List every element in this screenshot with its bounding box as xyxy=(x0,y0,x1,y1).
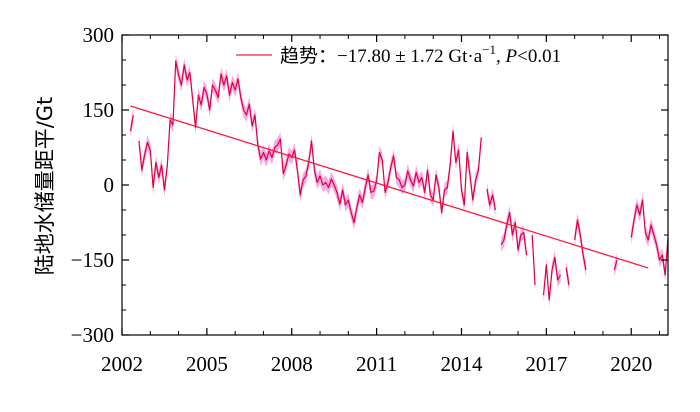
trend-line xyxy=(130,105,649,269)
series-line-segment xyxy=(574,219,587,271)
uncertainty-band-segment xyxy=(574,213,586,277)
legend: 趋势：−17.80 ± 1.72 Gt·a−1, P<0.01 xyxy=(236,42,561,67)
series-line-segment xyxy=(500,211,528,256)
series-line-segment xyxy=(129,114,134,132)
y-tick-label: −300 xyxy=(71,323,114,347)
series-line-segment xyxy=(542,256,562,301)
series-line-segment xyxy=(138,60,482,224)
x-tick-label: 2002 xyxy=(101,352,143,376)
y-tick-label: 300 xyxy=(83,23,115,47)
x-tick-label: 2005 xyxy=(186,352,228,376)
y-tick-label: 0 xyxy=(104,173,115,197)
anomaly-series xyxy=(129,60,668,301)
series-line-segment xyxy=(630,199,668,276)
trend-line-group xyxy=(130,105,649,269)
y-tick-label: −150 xyxy=(71,248,114,272)
axes: 300 150 0 −150 −300 2002 2005 2008 2011 2014 2017 2… xyxy=(71,23,669,376)
series-line-segment xyxy=(531,234,536,286)
legend-value: −17.80 ± 1.72 Gt·a xyxy=(337,46,483,67)
x-tick-label: 2020 xyxy=(610,352,652,376)
series-line-segment xyxy=(565,267,570,286)
x-tick-label: 2008 xyxy=(271,352,313,376)
legend-p: P xyxy=(505,46,518,67)
legend-separator: , xyxy=(496,46,506,67)
legend-exponent: −1 xyxy=(482,42,496,57)
legend-text: 趋势：−17.80 ± 1.72 Gt·a−1, P<0.01 xyxy=(280,42,561,67)
legend-label: 趋势 xyxy=(280,45,318,67)
legend-p-value: <0.01 xyxy=(517,46,561,67)
plot-frame xyxy=(121,34,669,336)
uncertainty-band-segment xyxy=(631,193,668,282)
y-tick-label: 150 xyxy=(83,98,115,122)
y-axis-title: 陆地水储量距平/Gt xyxy=(33,97,57,276)
legend-colon: ： xyxy=(318,46,337,67)
series-line-segment xyxy=(486,188,497,211)
x-tick-label: 2014 xyxy=(440,352,483,376)
x-tick-label: 2017 xyxy=(525,352,567,376)
x-tick-label: 2011 xyxy=(356,352,397,376)
series-line-segment xyxy=(613,259,618,271)
